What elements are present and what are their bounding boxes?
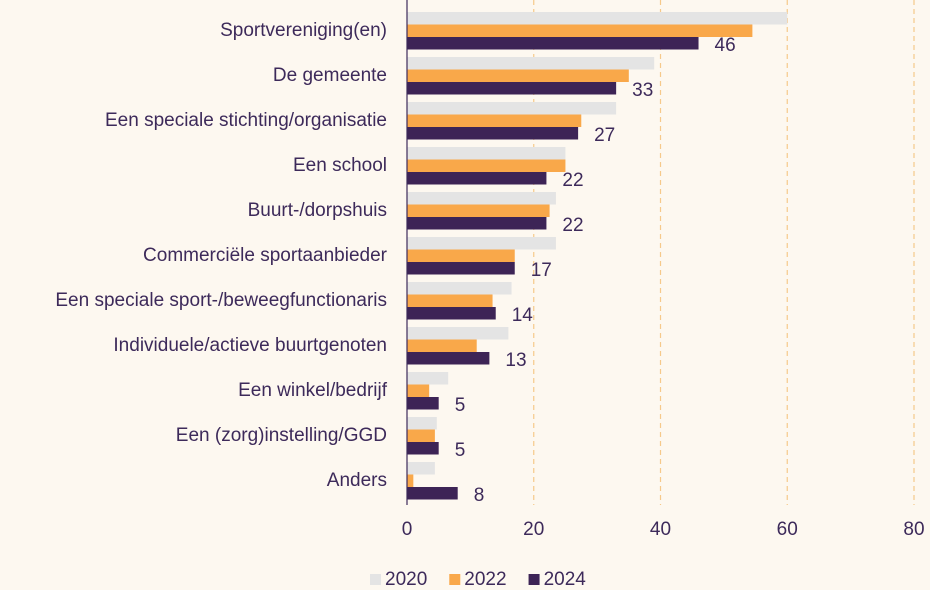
bar xyxy=(407,487,458,500)
bar xyxy=(407,352,490,365)
data-label: 46 xyxy=(715,35,736,56)
bar xyxy=(407,204,550,217)
y-tick-label: Een school xyxy=(293,155,387,176)
bar xyxy=(407,147,566,160)
bar xyxy=(407,237,556,250)
bar xyxy=(407,474,414,487)
bar xyxy=(407,102,617,115)
bar xyxy=(407,282,512,295)
legend-label: 2022 xyxy=(464,569,506,590)
bar xyxy=(407,307,496,320)
y-tick-label: Commerciële sportaanbieder xyxy=(143,245,388,266)
data-label: 14 xyxy=(512,305,534,326)
y-tick-label: Sportvereniging(en) xyxy=(220,20,387,41)
data-label: 17 xyxy=(531,260,552,281)
data-label: 27 xyxy=(594,125,615,146)
bar xyxy=(407,384,430,397)
bar xyxy=(407,372,449,385)
x-tick-label: 60 xyxy=(777,519,798,540)
bar xyxy=(407,442,439,455)
bar xyxy=(407,339,477,352)
y-tick-label: Een speciale sport-/beweegfunctionaris xyxy=(55,290,387,311)
y-tick-label: Een winkel/bedrijf xyxy=(238,380,388,401)
data-label: 5 xyxy=(455,440,466,461)
y-tick-label: Een speciale stichting/organisatie xyxy=(105,110,387,131)
x-tick-label: 20 xyxy=(523,519,544,540)
bar xyxy=(407,192,556,205)
bar xyxy=(407,114,582,127)
legend-swatch xyxy=(370,574,381,585)
bar xyxy=(407,159,566,172)
data-label: 33 xyxy=(632,80,653,101)
y-tick-label: Anders xyxy=(327,470,387,491)
x-tick-label: 0 xyxy=(402,519,413,540)
bar xyxy=(407,217,547,230)
x-tick-label: 40 xyxy=(650,519,671,540)
bar xyxy=(407,262,515,275)
bar xyxy=(407,57,655,70)
bar xyxy=(407,12,788,25)
data-label: 22 xyxy=(562,170,583,191)
x-tick-label: 80 xyxy=(903,519,924,540)
bar xyxy=(407,327,509,340)
legend-label: 2020 xyxy=(385,569,427,590)
y-tick-label: Individuele/actieve buurtgenoten xyxy=(113,335,387,356)
legend-label: 2024 xyxy=(544,569,587,590)
bar xyxy=(407,24,753,37)
data-label: 8 xyxy=(474,485,485,506)
bar xyxy=(407,249,515,262)
bar xyxy=(407,127,579,140)
data-label: 22 xyxy=(562,215,583,236)
bar xyxy=(407,417,437,430)
y-tick-label: De gemeente xyxy=(273,65,387,86)
bar xyxy=(407,462,435,475)
data-label: 5 xyxy=(455,395,466,416)
y-tick-label: Een (zorg)instelling/GGD xyxy=(176,425,387,446)
bar xyxy=(407,429,435,442)
legend-swatch xyxy=(528,574,540,585)
y-tick-label: Buurt-/dorpshuis xyxy=(248,200,387,221)
bar xyxy=(407,397,439,410)
data-label: 13 xyxy=(505,350,526,371)
legend-swatch xyxy=(449,574,461,585)
bar xyxy=(407,172,547,185)
bar xyxy=(407,294,493,307)
bar xyxy=(407,37,699,50)
bar xyxy=(407,82,617,95)
bar xyxy=(407,69,629,82)
